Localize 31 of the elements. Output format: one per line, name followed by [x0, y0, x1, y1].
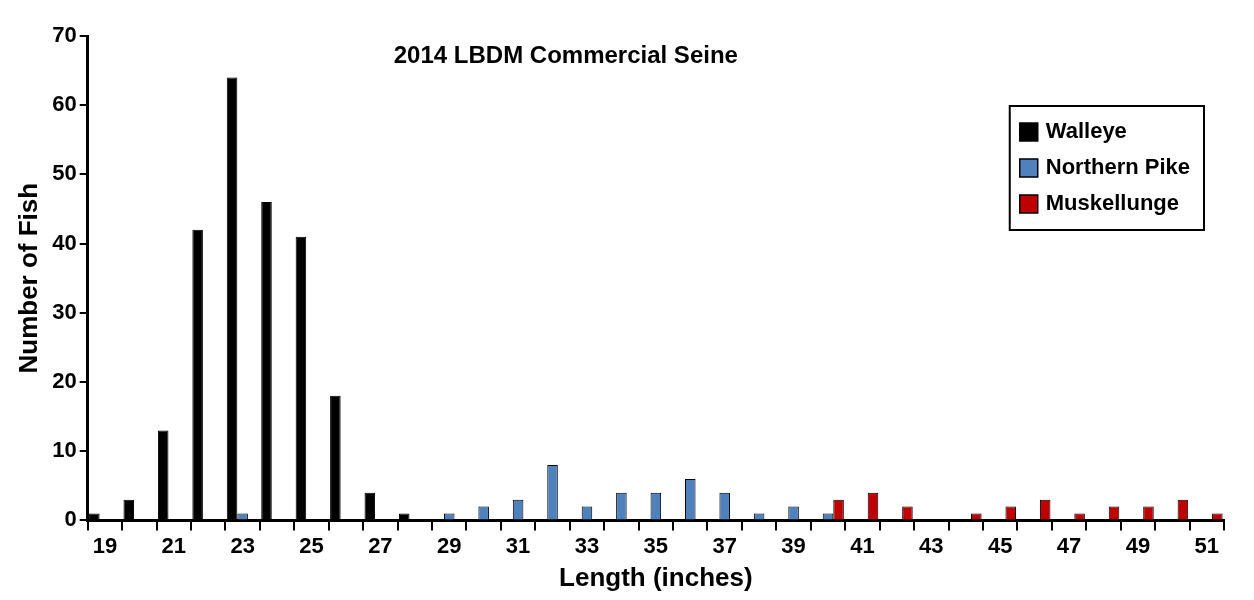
chart-title: 2014 LBDM Commercial Seine [393, 40, 738, 68]
x-tick-label: 37 [712, 532, 737, 558]
x-tick-label: 41 [850, 532, 875, 558]
y-tick-label: 50 [52, 160, 77, 186]
x-tick-label: 43 [919, 532, 944, 558]
x-tick-label: 25 [299, 532, 324, 558]
y-tick-label: 60 [52, 91, 77, 117]
x-tick-label: 19 [92, 532, 118, 558]
x-tick-label: 23 [230, 532, 255, 558]
y-axis-title: Number of Fish [12, 182, 43, 374]
x-tick-label: 39 [781, 532, 806, 558]
x-tick-label: 45 [987, 532, 1013, 558]
x-tick-label: 49 [1125, 532, 1151, 558]
x-tick-label: 21 [161, 532, 186, 558]
x-axis-title: Length (inches) [559, 561, 753, 592]
y-tick-label: 20 [52, 368, 77, 394]
legend-label: Muskellunge [1045, 190, 1179, 216]
y-tick-label: 30 [52, 298, 77, 324]
legend-label: Northern Pike [1045, 154, 1191, 180]
y-tick-label: 10 [52, 437, 77, 463]
y-tick-label: 70 [52, 22, 77, 48]
x-tick-label: 47 [1056, 532, 1082, 558]
x-tick-label: 33 [574, 532, 600, 558]
y-tick-label: 40 [52, 229, 77, 255]
x-tick-label: 35 [643, 532, 669, 558]
x-tick-label: 51 [1194, 532, 1220, 558]
legend-label: Walleye [1045, 118, 1127, 144]
x-tick-label: 31 [505, 532, 531, 558]
x-tick-label: 29 [436, 532, 462, 558]
x-tick-label: 27 [368, 532, 393, 558]
y-tick-label: 0 [64, 506, 77, 532]
